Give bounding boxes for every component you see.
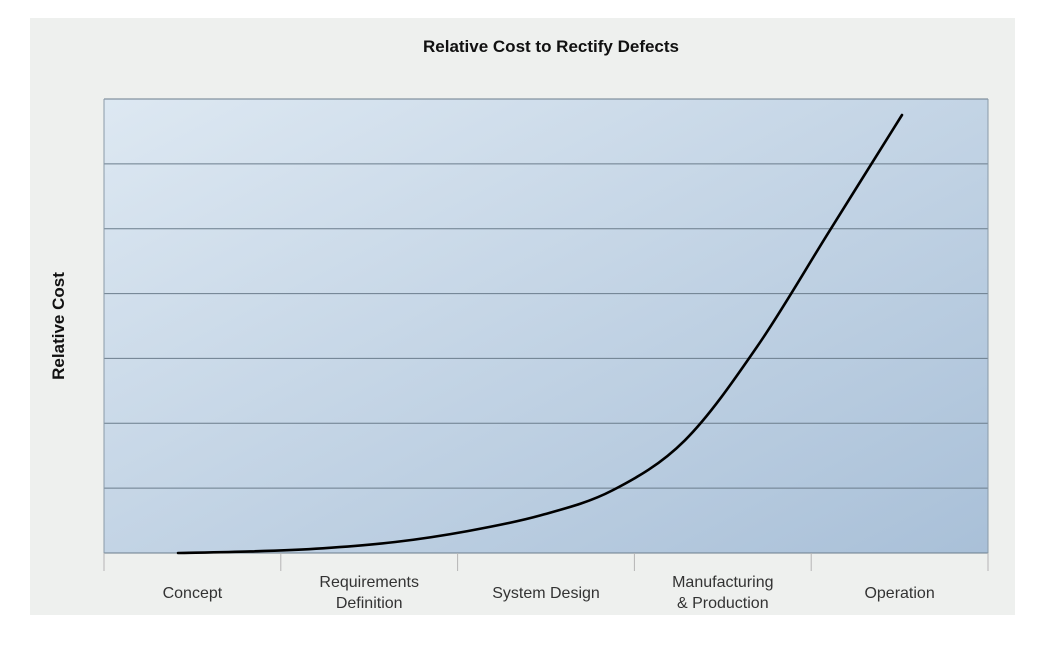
x-axis (103, 553, 989, 571)
x-tick-label: Requirements Definition (319, 574, 419, 612)
x-tick-label: Operation (864, 585, 934, 602)
plot-area (104, 99, 988, 553)
cost-curve-line (176, 113, 904, 555)
series-lines (176, 113, 904, 555)
gridlines (103, 98, 989, 554)
x-tick-labels: Concept Requirements Definition System Desi… (163, 574, 935, 612)
y-axis-label: Relative Cost (49, 272, 68, 380)
x-tick-label: System Design (492, 585, 600, 602)
x-tick-label: Concept (163, 585, 223, 602)
x-tick-label: Manufacturing & Production (672, 574, 773, 612)
chart-title: Relative Cost to Rectify Defects (423, 37, 679, 56)
